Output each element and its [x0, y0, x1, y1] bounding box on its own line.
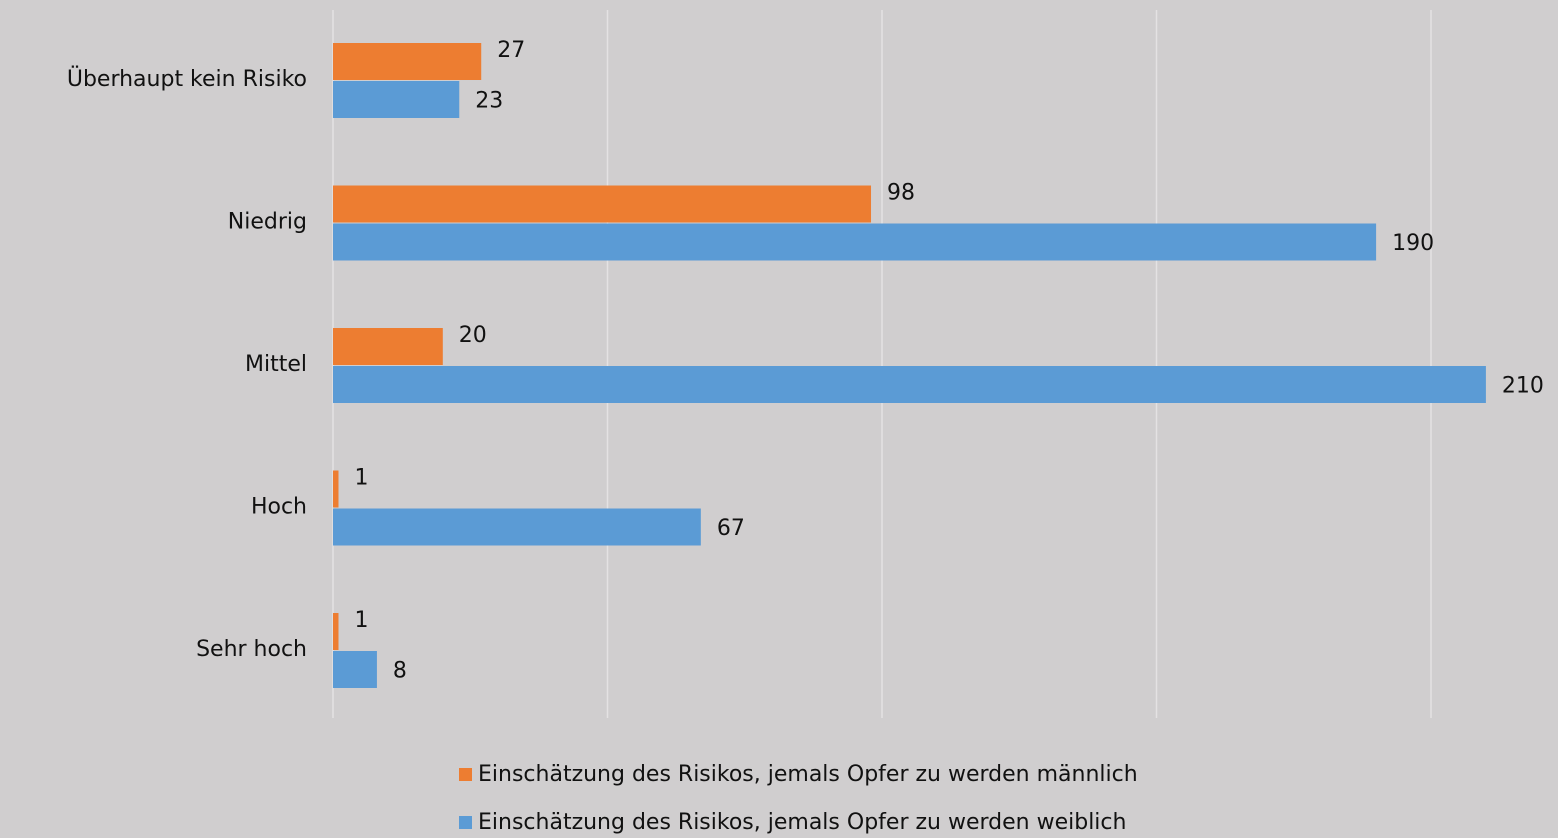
bar	[333, 43, 482, 80]
legend-swatch	[459, 768, 472, 781]
bar	[333, 651, 377, 688]
bar	[333, 328, 443, 365]
bar	[333, 470, 339, 508]
legend-label: Einschätzung des Risikos, jemals Opfer z…	[478, 762, 1138, 787]
data-label: 23	[475, 89, 503, 114]
data-label: 98	[887, 181, 915, 206]
y-tick-label: Mittel	[245, 352, 307, 377]
legend-swatch	[459, 816, 472, 829]
bar	[333, 185, 872, 223]
data-label: 210	[1502, 374, 1544, 399]
data-label: 1	[354, 608, 368, 633]
y-tick-label: Hoch	[251, 495, 307, 520]
bar	[333, 81, 460, 118]
data-label: 8	[393, 659, 407, 684]
bar	[333, 223, 1377, 261]
y-tick-label: Überhaupt kein Risiko	[67, 66, 307, 92]
bar	[333, 613, 339, 650]
y-tick-label: Sehr hoch	[196, 637, 307, 662]
data-label: 27	[497, 38, 525, 63]
y-tick-label: Niedrig	[228, 210, 307, 235]
bar	[333, 508, 701, 546]
data-label: 20	[459, 323, 487, 348]
data-label: 67	[717, 516, 745, 541]
data-label: 190	[1392, 231, 1434, 256]
data-label: 1	[354, 466, 368, 491]
legend-label: Einschätzung des Risikos, jemals Opfer z…	[478, 810, 1126, 835]
bar	[333, 366, 1486, 403]
